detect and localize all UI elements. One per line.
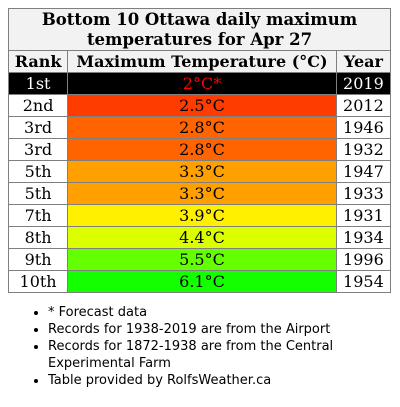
temperature-cell: 6.1°C xyxy=(67,270,337,293)
table-row: 5th 3.3°C 1933 xyxy=(7,182,392,205)
rank-cell: 1st xyxy=(7,72,69,95)
temperature-cell: 4.4°C xyxy=(67,226,337,249)
rank-cell: 5th xyxy=(7,160,69,183)
table-row: 1st 2°C* 2019 xyxy=(7,72,392,95)
temperature-cell: 2.5°C xyxy=(67,94,337,117)
rank-cell: 5th xyxy=(7,182,69,205)
temperature-cell: 3.9°C xyxy=(67,204,337,227)
year-cell: 1946 xyxy=(335,116,392,139)
rank-cell: 10th xyxy=(7,270,69,293)
footnote-source: Table provided by RolfsWeather.ca xyxy=(48,372,392,389)
rank-cell: 3rd xyxy=(7,116,69,139)
year-cell: 1933 xyxy=(335,182,392,205)
rank-cell: 7th xyxy=(7,204,69,227)
temperature-cell: 2°C* xyxy=(67,72,337,95)
records-table: Bottom 10 Ottawa daily maximum temperatu… xyxy=(7,8,392,293)
records-table-container: Bottom 10 Ottawa daily maximum temperatu… xyxy=(7,8,392,293)
year-cell: 1954 xyxy=(335,270,392,293)
table-row: 3rd 2.8°C 1932 xyxy=(7,138,392,161)
year-cell: 2012 xyxy=(335,94,392,117)
year-cell: 1932 xyxy=(335,138,392,161)
rank-cell: 8th xyxy=(7,226,69,249)
year-header: Year xyxy=(335,50,392,73)
table-row: 10th 6.1°C 1954 xyxy=(7,270,392,293)
rank-cell: 2nd xyxy=(7,94,69,117)
table-body: 1st 2°C* 2019 2nd 2.5°C 2012 3rd 2.8°C 1… xyxy=(7,72,392,293)
rank-cell: 3rd xyxy=(7,138,69,161)
year-cell: 1996 xyxy=(335,248,392,271)
table-row: 3rd 2.8°C 1946 xyxy=(7,116,392,139)
temperature-cell: 3.3°C xyxy=(67,160,337,183)
table-row: 5th 3.3°C 1947 xyxy=(7,160,392,183)
table-row: 7th 3.9°C 1931 xyxy=(7,204,392,227)
footnote-experimental-farm: Records for 1872-1938 are from the Centr… xyxy=(48,338,392,372)
table-row: 8th 4.4°C 1934 xyxy=(7,226,392,249)
year-cell: 1931 xyxy=(335,204,392,227)
year-cell: 1934 xyxy=(335,226,392,249)
footnote-airport: Records for 1938-2019 are from the Airpo… xyxy=(48,321,392,338)
table-title: Bottom 10 Ottawa daily maximum temperatu… xyxy=(8,8,391,51)
temperature-cell: 5.5°C xyxy=(67,248,337,271)
year-cell: 1947 xyxy=(335,160,392,183)
temperature-header: Maximum Temperature (°C) xyxy=(67,50,337,73)
table-row: 2nd 2.5°C 2012 xyxy=(7,94,392,117)
temperature-cell: 2.8°C xyxy=(67,116,337,139)
table-row: 9th 5.5°C 1996 xyxy=(7,248,392,271)
footnotes-list: * Forecast data Records for 1938-2019 ar… xyxy=(8,304,392,389)
temperature-cell: 3.3°C xyxy=(67,182,337,205)
rank-header: Rank xyxy=(7,50,69,73)
footnote-forecast: * Forecast data xyxy=(48,304,392,321)
year-cell: 2019 xyxy=(335,72,392,95)
temperature-cell: 2.8°C xyxy=(67,138,337,161)
rank-cell: 9th xyxy=(7,248,69,271)
